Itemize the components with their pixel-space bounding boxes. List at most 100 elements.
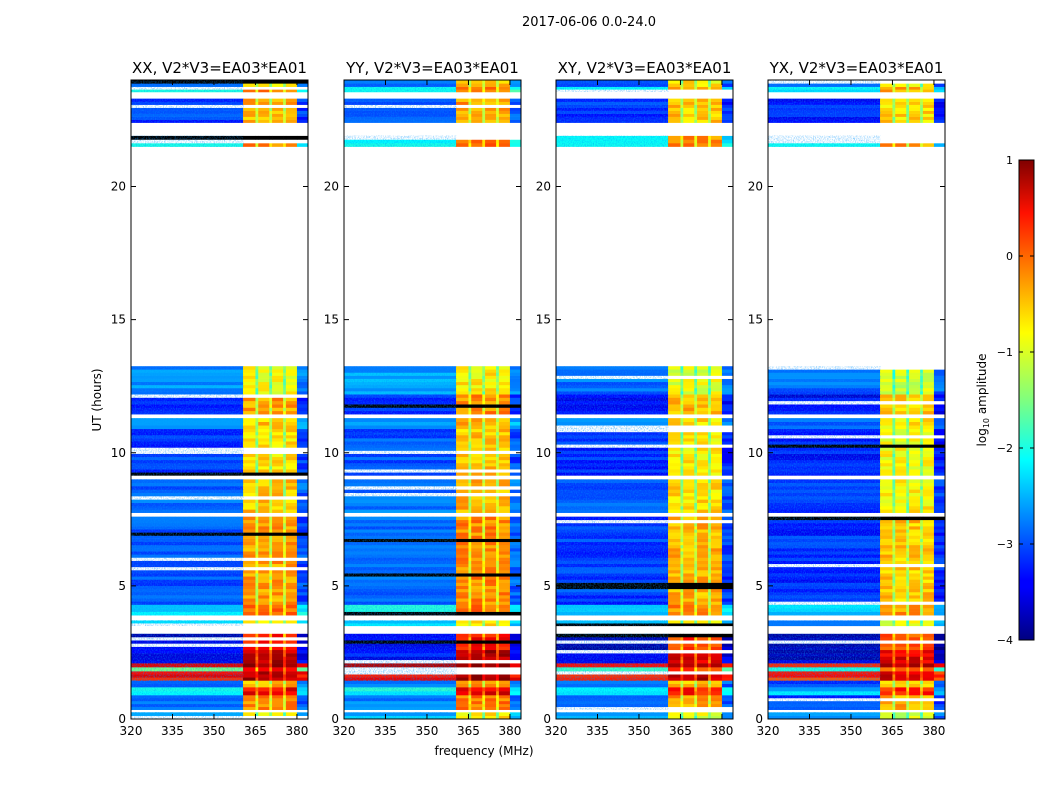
heatmap-cell [498,462,511,467]
heatmap-cell [296,663,309,668]
heatmap-cell [496,529,500,533]
heatmap-cell [485,529,497,533]
heatmap-cell [906,107,910,111]
heatmap-cell [485,381,497,386]
heatmap-cell [920,459,924,464]
heatmap-cell [708,496,712,500]
heatmap-cell [710,101,723,105]
heatmap-cell [708,469,712,473]
heatmap-cell [468,608,472,612]
heatmap-cell [269,680,273,685]
heatmap-cell [721,554,734,558]
heatmap-cell [906,663,910,668]
heatmap-cell [243,378,256,383]
heatmap-cell [509,418,522,422]
heatmap-cell [694,83,698,87]
heatmap-cell [880,462,893,467]
heatmap-cell [283,640,287,644]
heatmap-cell [485,715,497,720]
heatmap-cell [892,595,896,599]
heatmap-cell [933,659,946,664]
heatmap-cell [694,135,698,140]
heatmap-cell [471,394,483,398]
heatmap-cell [296,516,309,521]
heatmap-cell [285,557,298,561]
heatmap-cell [285,538,298,543]
heatmap-cell [906,611,910,616]
heatmap-cell [272,453,284,458]
heatmap-cell [498,623,511,627]
heatmap-cell [708,544,712,549]
heatmap-cell [456,649,469,654]
heatmap-cell [680,601,684,605]
heatmap-cell [721,656,734,661]
heatmap-cell [906,712,910,716]
heatmap-cell [721,428,734,433]
heatmap-cell [243,496,256,500]
heatmap-cell [258,659,270,664]
heatmap-cell [668,482,681,487]
heatmap-cell [272,450,284,454]
heatmap-cell [243,687,256,692]
heatmap-cell [920,104,924,108]
heatmap-cell [468,633,472,638]
heatmap-cell [485,86,497,90]
heatmap-cell [694,703,698,708]
heatmap-cell [708,89,712,93]
heatmap-cell [683,570,695,574]
heatmap-cell [694,86,698,90]
heatmap-cell [933,435,946,439]
heatmap-cell [456,579,469,583]
heatmap-cell [498,579,511,583]
heatmap-cell [909,695,921,699]
heatmap-cell [906,541,910,546]
heatmap-cell [895,391,907,395]
heatmap-cell [283,529,287,533]
heatmap-cell [482,551,486,555]
heatmap-cell [668,459,681,464]
heatmap-cell [697,116,709,120]
heatmap-cell [710,663,723,668]
heatmap-cell [708,663,712,668]
heatmap-cell [498,486,511,490]
heatmap-cell [468,104,472,108]
heatmap-cell [283,116,287,120]
heatmap-cell [255,566,259,571]
heatmap-cell [668,591,681,596]
heatmap-cell [456,706,469,710]
heatmap-cell [272,418,284,422]
heatmap-cell [683,116,695,120]
heatmap-cell [269,107,273,111]
heatmap-cell [933,538,946,543]
heatmap-cell [509,421,522,426]
heatmap-cell [471,407,483,412]
heatmap-cell [710,706,723,710]
heatmap-cell [468,697,472,702]
heatmap-cell [668,450,681,454]
x-tick-label: 335 [374,724,397,738]
heatmap-cell [694,441,698,445]
heatmap-cell [880,496,893,500]
heatmap-cell [485,378,497,383]
heatmap-cell [920,653,924,657]
heatmap-cell [880,479,893,484]
heatmap-cell [471,387,483,392]
heatmap-cell [283,435,287,439]
heatmap-cell [269,375,273,379]
heatmap-cell [909,407,921,412]
heatmap-cell [285,582,298,586]
heatmap-cell [710,502,723,507]
heatmap-cell [283,585,287,590]
heatmap-cell [683,418,695,422]
heatmap-cell [471,532,483,536]
heatmap-cell [258,541,270,546]
heatmap-cell [258,715,270,720]
heatmap-cell [909,453,921,458]
heatmap-cell [285,104,298,108]
heatmap-cell [498,116,511,120]
heatmap-cell [880,637,893,641]
heatmap-cell [920,695,924,699]
heatmap-cell [880,573,893,577]
heatmap-cell [694,492,698,497]
heatmap-cell [285,459,298,464]
